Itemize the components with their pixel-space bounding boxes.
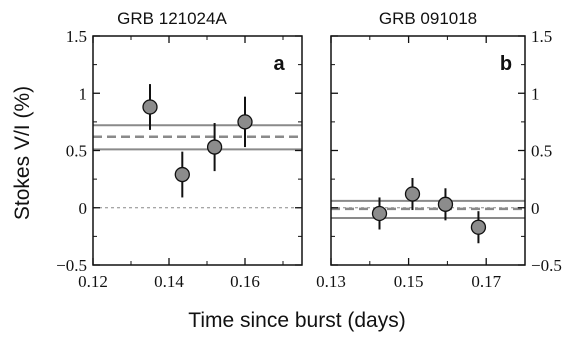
panel-a-point-2 [206, 139, 223, 155]
panel-b-ytick-label-1: 0 [531, 199, 540, 218]
y-axis-label: Stokes V/I (%) [11, 86, 34, 220]
panel-a-ytick-label-3: 1 [79, 84, 88, 103]
panel-b-label: b [500, 53, 512, 75]
panel-a-label: a [273, 53, 285, 75]
panel-b-ytick-label-3: 1 [531, 84, 540, 103]
panel-b-ytick-label-4: 1.5 [531, 27, 552, 46]
panel-b-xtick-label-1: 0.15 [394, 272, 424, 291]
panel-b-frame [330, 35, 526, 266]
panel-a-frame [92, 35, 303, 266]
panel-a-title: GRB 121024A [117, 9, 227, 28]
panel-b-ytick-label-2: 0.5 [531, 142, 552, 161]
panel-a-point-3 [237, 114, 253, 130]
panel-a-point-1 [174, 166, 190, 183]
panel-b-point-3 [470, 219, 487, 235]
panel-a-xtick-label-0: 0.12 [78, 272, 108, 291]
panel-a-xtick-label-2: 0.16 [230, 272, 260, 291]
panel-a-ytick-label-0: −0.5 [56, 256, 87, 275]
panel-b-point-2 [437, 196, 454, 212]
panel-a-ytick-label-2: 0.5 [66, 142, 87, 161]
panel-b: GRB 091018 b 0.13 0.15 0.17 −0.5 0 0.5 1 1.5 [316, 9, 562, 291]
panel-b-title: GRB 091018 [379, 9, 477, 28]
panel-a-xtick-label-1: 0.14 [154, 272, 184, 291]
panel-a-point-0 [142, 99, 158, 115]
panel-a-ytick-label-4: 1.5 [66, 27, 87, 46]
panel-b-point-1 [404, 186, 421, 202]
x-axis-label: Time since burst (days) [188, 309, 405, 332]
panel-b-point-0 [371, 205, 388, 222]
panel-a-ytick-label-1: 0 [79, 199, 88, 218]
panel-a: GRB 121024A a 0.12 0.14 0.16 −0.5 0 0.5 1 1.5 [56, 9, 303, 291]
panel-b-xtick-label-2: 0.17 [471, 272, 501, 291]
panel-b-ytick-label-0: −0.5 [531, 256, 562, 275]
panel-b-xtick-label-0: 0.13 [316, 272, 346, 291]
